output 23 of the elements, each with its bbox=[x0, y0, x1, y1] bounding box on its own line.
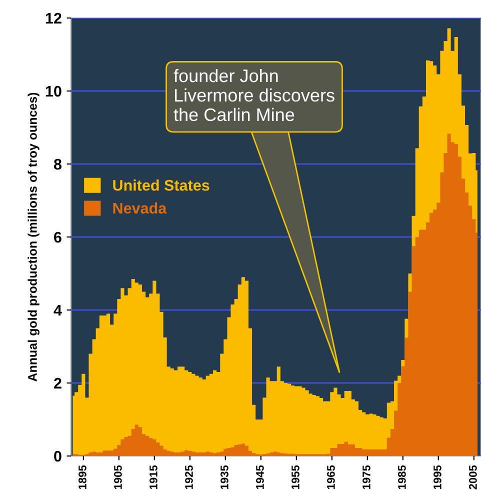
y-tick-label: 8 bbox=[54, 158, 62, 170]
y-tick-label: 2 bbox=[54, 378, 62, 389]
x-tick-label: 1935 bbox=[220, 465, 228, 490]
x-tick-label: 1895 bbox=[78, 465, 86, 490]
legend-label: Nevada bbox=[113, 202, 167, 214]
x-tick-label: 1975 bbox=[362, 465, 370, 490]
legend-label: United States bbox=[113, 180, 210, 191]
y-tick-label: 4 bbox=[54, 305, 62, 316]
x-tick-label: 1995 bbox=[434, 465, 442, 490]
y-axis-title: Annual gold production (millions of troy ounces) bbox=[28, 92, 40, 382]
x-tick-label: 1965 bbox=[327, 465, 335, 490]
y-tick-label: 6 bbox=[54, 232, 62, 243]
x-tick-label: 1905 bbox=[114, 465, 122, 490]
x-tick-label: 1915 bbox=[150, 465, 158, 490]
x-tick-label: 2005 bbox=[469, 465, 477, 490]
x-tick-label: 1955 bbox=[292, 465, 300, 490]
x-tick-label: 1945 bbox=[256, 465, 264, 490]
x-tick-label: 1985 bbox=[398, 465, 406, 490]
annotation: founder John Livermore discovers the Carlin Mine bbox=[174, 68, 334, 122]
y-tick-label: 10 bbox=[46, 86, 62, 97]
x-tick-label: 1925 bbox=[185, 465, 193, 490]
y-tick-label: 0 bbox=[54, 450, 62, 462]
y-tick-label: 12 bbox=[46, 12, 62, 24]
